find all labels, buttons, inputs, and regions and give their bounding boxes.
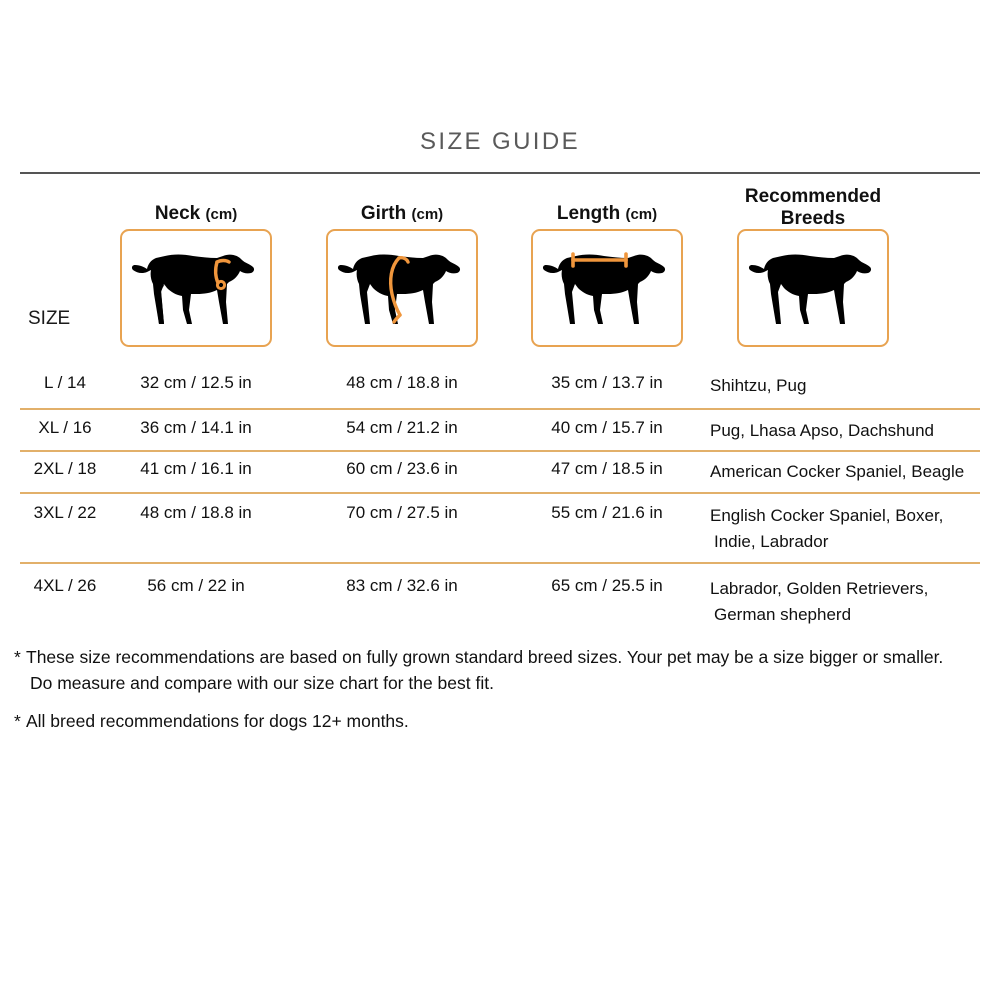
- footnote-2-line1: All breed recommendations for dogs 12+ m…: [26, 711, 409, 731]
- row-breeds: American Cocker Spaniel, Beagle: [710, 459, 1000, 485]
- dog-length-measure-icon: [542, 252, 666, 324]
- column-header-breeds-unit: Breeds: [780, 208, 846, 229]
- row-girth: 60 cm / 23.6 in: [346, 459, 458, 478]
- dog-length-measure-box: [531, 229, 683, 347]
- dog-neck-measure-icon: [131, 254, 255, 324]
- row-girth: 70 cm / 27.5 in: [346, 503, 458, 522]
- table-row: 4XL / 26 56 cm / 22 in 83 cm / 32.6 in 6…: [0, 576, 1000, 628]
- row-length: 47 cm / 18.5 in: [551, 459, 663, 478]
- row-size: XL / 16: [38, 418, 92, 437]
- row-length: 40 cm / 15.7 in: [551, 418, 663, 437]
- row-divider: [20, 408, 980, 410]
- row-divider: [20, 450, 980, 452]
- page-title: SIZE GUIDE: [419, 128, 581, 155]
- dog-neck-measure-box: [120, 229, 272, 347]
- row-neck: 48 cm / 18.8 in: [140, 503, 252, 522]
- row-divider: [20, 492, 980, 494]
- row-size: 3XL / 22: [33, 503, 97, 522]
- dog-girth-measure-box: [326, 229, 478, 347]
- dog-girth-measure-icon: [337, 254, 461, 324]
- footnote-1-line2: Do measure and compare with our size cha…: [30, 673, 494, 693]
- footnote-1-star: *: [14, 647, 21, 667]
- column-header-length-unit: (cm): [625, 206, 658, 223]
- table-row: XL / 16 36 cm / 14.1 in 54 cm / 21.2 in …: [0, 418, 1000, 444]
- row-neck: 36 cm / 14.1 in: [140, 418, 252, 437]
- footnote-1-line1: These size recommendations are based on …: [26, 647, 944, 667]
- column-header-breeds-name: Recommended: [744, 186, 882, 207]
- footnote-2: * All breed recommendations for dogs 12+ …: [14, 708, 984, 734]
- row-length: 55 cm / 21.6 in: [551, 503, 663, 522]
- row-breeds-line1: Pug, Lhasa Apso, Dachshund: [710, 421, 934, 440]
- size-column-label: SIZE: [28, 308, 71, 329]
- column-header-girth: Girth (cm): [326, 203, 478, 226]
- row-breeds-line1: American Cocker Spaniel, Beagle: [710, 462, 965, 481]
- footnotes: * These size recommendations are based on…: [14, 644, 984, 746]
- row-girth: 83 cm / 32.6 in: [346, 576, 458, 595]
- header-divider: [20, 172, 980, 174]
- row-size: 4XL / 26: [33, 576, 97, 595]
- column-header-girth-name: Girth: [360, 203, 407, 224]
- column-header-neck-name: Neck: [154, 203, 201, 224]
- row-breeds-line2: Indie, Labrador: [714, 532, 829, 551]
- table-row: L / 14 32 cm / 12.5 in 48 cm / 18.8 in 3…: [0, 373, 1000, 399]
- row-divider: [20, 562, 980, 564]
- row-neck: 41 cm / 16.1 in: [140, 459, 252, 478]
- row-breeds: English Cocker Spaniel, Boxer, Indie, La…: [710, 503, 1000, 555]
- row-size: 2XL / 18: [33, 459, 97, 478]
- row-breeds: Pug, Lhasa Apso, Dachshund: [710, 418, 1000, 444]
- footnote-1: * These size recommendations are based on…: [14, 644, 984, 696]
- column-header-breeds: Recommended Breeds: [722, 186, 904, 230]
- row-breeds-line1: English Cocker Spaniel, Boxer,: [710, 506, 944, 525]
- row-neck: 32 cm / 12.5 in: [140, 373, 252, 392]
- column-header-neck-unit: (cm): [205, 206, 238, 223]
- row-breeds-line1: Shihtzu, Pug: [710, 376, 807, 395]
- row-girth: 48 cm / 18.8 in: [346, 373, 458, 392]
- row-breeds: Labrador, Golden Retrievers, German shep…: [710, 576, 1000, 628]
- table-row: 3XL / 22 48 cm / 18.8 in 70 cm / 27.5 in…: [0, 503, 1000, 555]
- dog-silhouette-icon: [748, 254, 872, 324]
- row-breeds: Shihtzu, Pug: [710, 373, 1000, 399]
- column-header-length-name: Length: [556, 203, 621, 224]
- row-breeds-line2: German shepherd: [714, 605, 852, 624]
- table-row: 2XL / 18 41 cm / 16.1 in 60 cm / 23.6 in…: [0, 459, 1000, 485]
- row-size: L / 14: [44, 373, 86, 392]
- column-header-length: Length (cm): [531, 203, 683, 226]
- row-length: 35 cm / 13.7 in: [551, 373, 663, 392]
- row-breeds-line1: Labrador, Golden Retrievers,: [710, 579, 929, 598]
- column-header-neck: Neck (cm): [120, 203, 272, 226]
- row-girth: 54 cm / 21.2 in: [346, 418, 458, 437]
- row-neck: 56 cm / 22 in: [147, 576, 245, 595]
- dog-silhouette-box: [737, 229, 889, 347]
- row-length: 65 cm / 25.5 in: [551, 576, 663, 595]
- column-header-girth-unit: (cm): [411, 206, 444, 223]
- footnote-2-star: *: [14, 711, 21, 731]
